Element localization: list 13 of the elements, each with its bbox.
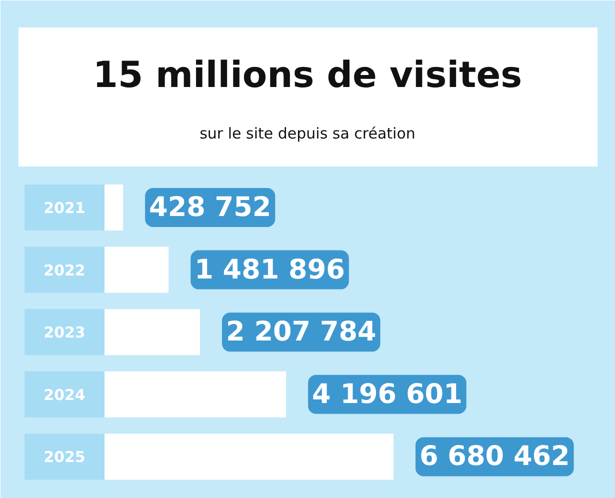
data-label: 428 752 — [149, 192, 272, 223]
y-tick-label: 2022 — [44, 261, 86, 280]
y-tick-label: 2024 — [44, 386, 86, 404]
y-tick-label: 2023 — [44, 324, 86, 342]
data-label: 4 196 601 — [312, 378, 462, 410]
data-label: 6 680 462 — [420, 441, 570, 472]
y-tick-label: 2021 — [44, 199, 86, 217]
chart-title: 15 millions de visites — [92, 55, 522, 96]
data-label: 2 207 784 — [226, 316, 376, 348]
chart-subtitle: sur le site depuis sa création — [200, 124, 416, 142]
bar — [104, 184, 124, 230]
data-label: 1 481 896 — [194, 254, 345, 286]
y-tick-label: 2025 — [44, 448, 86, 466]
